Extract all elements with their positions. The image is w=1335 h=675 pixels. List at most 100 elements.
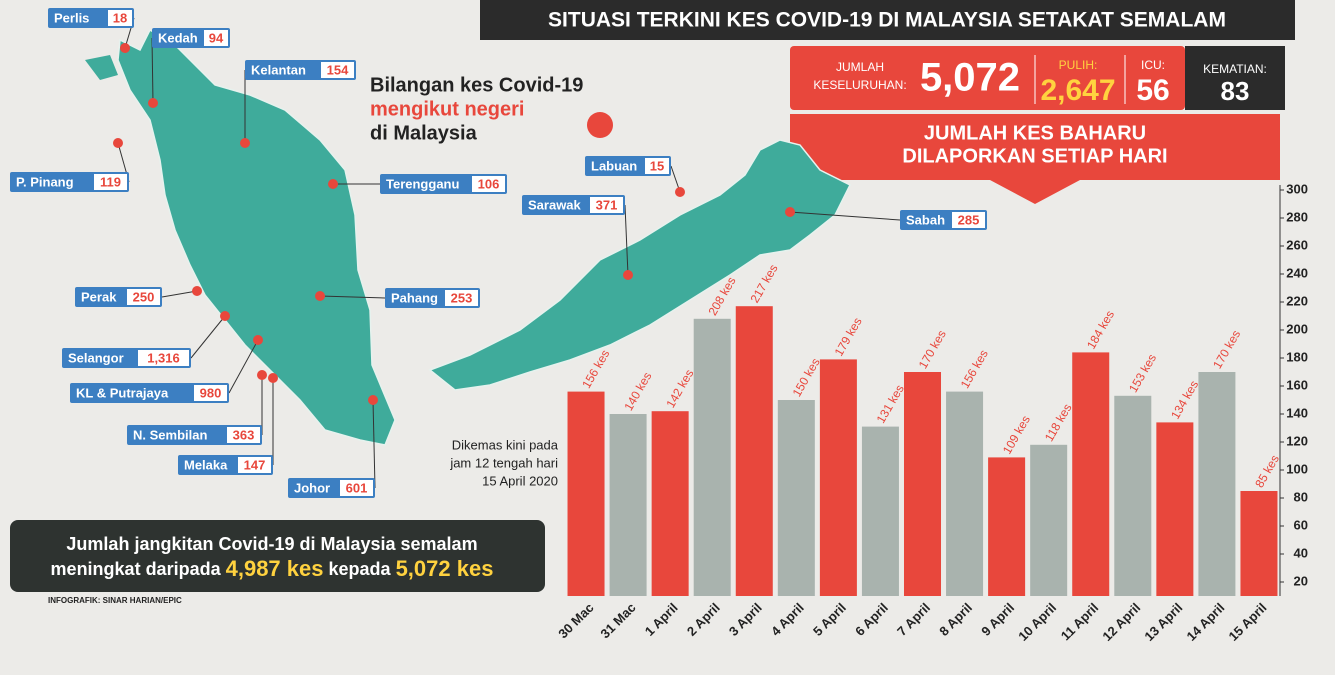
- state-value: 147: [244, 457, 266, 472]
- y-tick-label: 60: [1294, 517, 1308, 532]
- state-name: Perlis: [54, 10, 89, 25]
- state-value-box: [590, 197, 623, 213]
- state-value-box: [127, 289, 160, 305]
- state-value-box: [445, 290, 478, 306]
- state-dot: [368, 395, 378, 405]
- bar: [735, 306, 773, 596]
- credit: INFOGRAFIK: SINAR HARIAN/EPIC: [48, 596, 182, 605]
- state-value-box: [321, 62, 354, 78]
- y-tick-label: 180: [1286, 349, 1308, 364]
- state-value: 119: [100, 174, 121, 189]
- state-value: 371: [596, 197, 618, 212]
- state-value: 363: [233, 427, 255, 442]
- summary-line: meningkat daripada 4,987 kes kepada 5,07…: [51, 556, 494, 581]
- virus-icon: [587, 112, 613, 138]
- stats-box: [790, 46, 1185, 110]
- y-tick-label: 300: [1286, 181, 1308, 196]
- chart-banner: [790, 114, 1280, 204]
- icu-label: ICU:: [1141, 58, 1165, 72]
- chart-title: JUMLAH KES BAHARU: [924, 122, 1146, 144]
- bar: [609, 414, 647, 596]
- leader-line: [372, 399, 376, 489]
- summary-box: [10, 520, 545, 592]
- state-dot: [240, 138, 250, 148]
- leader-line: [190, 315, 226, 359]
- y-tick-label: 240: [1286, 265, 1308, 280]
- summary-to: 5,072 kes: [396, 556, 494, 581]
- state-value-box: [94, 174, 127, 190]
- state-dot: [268, 373, 278, 383]
- state-dot: [623, 270, 633, 280]
- recovered-value: 2,647: [1040, 74, 1115, 107]
- update-note: Dikemas kini pada: [452, 437, 559, 452]
- state-name: Kedah: [158, 30, 198, 45]
- state-badge: [70, 383, 229, 403]
- state-value: 18: [113, 10, 127, 25]
- icu-value: 56: [1136, 74, 1169, 107]
- bar: [1156, 422, 1194, 596]
- state-value-box: [194, 385, 227, 401]
- island: [85, 55, 118, 80]
- state-name: KL & Putrajaya: [76, 385, 169, 400]
- state-value-box: [472, 176, 505, 192]
- map-title: mengikut negeri: [370, 98, 524, 120]
- bar: [1114, 395, 1152, 596]
- summary-line: Jumlah jangkitan Covid-19 di Malaysia se…: [66, 534, 477, 554]
- state-value: 980: [200, 385, 222, 400]
- header-title: SITUASI TERKINI KES COVID-19 DI MALAYSIA…: [548, 9, 1226, 32]
- header-bar: [480, 0, 1295, 40]
- state-value: 250: [133, 289, 155, 304]
- y-tick-label: 100: [1286, 461, 1308, 476]
- state-dot: [253, 335, 263, 345]
- bar: [1198, 372, 1236, 596]
- state-name: Perak: [81, 289, 117, 304]
- y-tick-label: 80: [1294, 489, 1308, 504]
- bar: [819, 359, 857, 596]
- state-value: 601: [346, 480, 368, 495]
- y-tick-label: 260: [1286, 237, 1308, 252]
- state-value: 106: [478, 176, 500, 191]
- state-value: 1,316: [147, 350, 180, 365]
- bar: [1030, 444, 1068, 596]
- state-dot: [113, 138, 123, 148]
- state-name: Labuan: [591, 158, 637, 173]
- deaths-value: 83: [1221, 76, 1250, 106]
- chart-title: DILAPORKAN SETIAP HARI: [902, 145, 1167, 167]
- state-value: 15: [650, 158, 664, 173]
- recovered-label: PULIH:: [1059, 58, 1098, 72]
- state-dot: [675, 187, 685, 197]
- state-name: Sabah: [906, 212, 945, 227]
- state-name: P. Pinang: [16, 174, 74, 189]
- bar: [946, 391, 984, 596]
- leader-line: [789, 211, 901, 221]
- deaths-box: [1185, 46, 1285, 110]
- borneo-map: [428, 139, 852, 391]
- state-name: Selangor: [68, 350, 124, 365]
- state-value-box: [138, 350, 189, 366]
- summary-text: meningkat daripada: [51, 559, 222, 579]
- state-value-box: [227, 427, 260, 443]
- leader-line: [151, 37, 154, 104]
- state-name: Terengganu: [386, 176, 459, 191]
- peninsular-map: [117, 28, 396, 446]
- state-value-box: [645, 158, 669, 174]
- total-label: KESELURUHAN:: [813, 78, 906, 92]
- summary-text: kepada: [329, 559, 392, 579]
- state-dot: [220, 311, 230, 321]
- state-value-box: [108, 10, 132, 26]
- y-tick-label: 120: [1286, 433, 1308, 448]
- state-value-box: [952, 212, 985, 228]
- bar: [651, 411, 689, 596]
- state-value: 94: [209, 30, 224, 45]
- leader-line: [319, 295, 386, 299]
- state-dot: [192, 286, 202, 296]
- deaths-label: KEMATIAN:: [1203, 62, 1267, 76]
- y-tick-label: 140: [1286, 405, 1308, 420]
- map-title: di Malaysia: [370, 122, 478, 144]
- update-note: jam 12 tengah hari: [449, 455, 558, 470]
- bar: [777, 400, 815, 596]
- state-dot: [315, 291, 325, 301]
- state-name: Pahang: [391, 290, 438, 305]
- state-name: Johor: [294, 480, 330, 495]
